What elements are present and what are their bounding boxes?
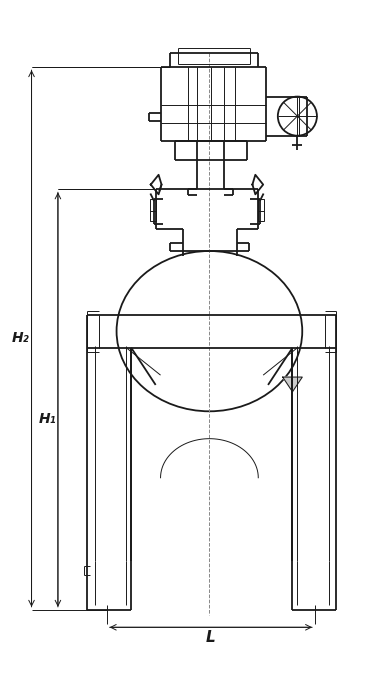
Bar bbox=[150, 199, 156, 221]
Bar bbox=[258, 199, 264, 221]
Polygon shape bbox=[283, 377, 302, 392]
Text: L: L bbox=[206, 629, 216, 645]
Circle shape bbox=[278, 97, 317, 136]
Text: H₂: H₂ bbox=[12, 331, 30, 345]
Ellipse shape bbox=[117, 251, 302, 411]
Text: H₁: H₁ bbox=[38, 412, 56, 426]
